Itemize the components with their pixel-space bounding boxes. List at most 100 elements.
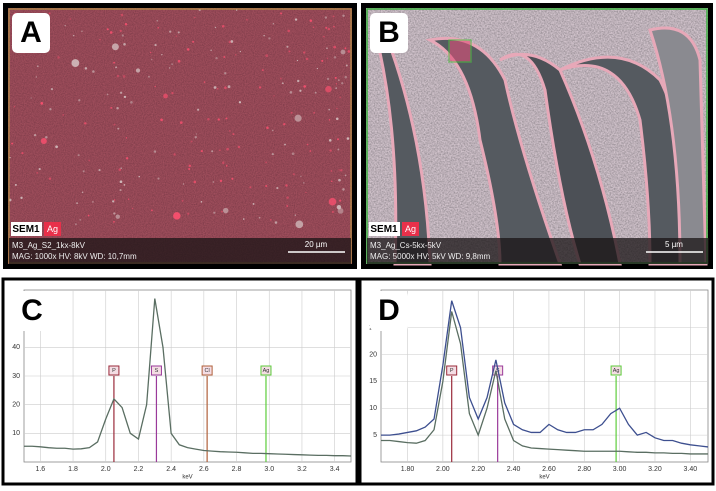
speck [111,43,119,51]
speck [120,167,123,170]
speck [138,175,141,178]
speck [294,114,302,122]
x-tick-label: 2.80 [577,466,591,473]
speck [302,182,305,184]
plot-area [380,289,709,463]
speck [289,91,293,94]
speck [300,175,302,178]
speck [213,211,216,214]
speck [269,218,272,221]
panel-label: A [20,16,42,49]
speck [335,87,338,89]
speck [314,91,317,94]
x-tick-label: 2.20 [471,466,485,473]
speck [329,139,332,142]
speck [175,35,178,38]
speck [88,159,91,162]
speck [30,97,32,99]
speck [77,154,80,157]
speck [76,202,78,205]
speck [224,72,227,75]
speck [177,59,181,63]
speck [342,188,345,191]
speck [200,149,203,153]
speck [326,77,330,81]
speck [179,121,183,125]
speck [336,138,340,141]
speck [195,133,198,135]
speck [82,170,85,173]
speck [122,75,126,78]
speck [182,183,185,185]
speck [153,150,157,153]
panel-b [361,3,713,269]
spectrum-line [381,300,709,448]
speck [14,183,17,186]
speck [160,118,163,122]
speck [207,118,210,121]
element: Ag [405,224,416,234]
speck [150,58,153,61]
speck [75,223,77,225]
speck [335,83,337,85]
speck [297,79,300,83]
speck [333,25,335,28]
marker-label: S [155,368,159,374]
speck [337,207,344,214]
panel-label: B [378,16,400,49]
speck [71,59,80,67]
speck [36,171,39,174]
speck [258,86,262,89]
speck [163,93,168,99]
speck [231,177,234,180]
speck [109,31,113,34]
speck [135,68,141,73]
image-name: M3_Ag_Cs-5kx-5kV [370,241,442,250]
speck [194,136,197,139]
speck [113,199,116,201]
marker-box [260,365,272,376]
spectrum-line [24,298,352,457]
scale-label: 20 µm [305,240,328,249]
speck [117,127,120,130]
panel-label-box [13,291,51,331]
image-name: M3_Ag_S2_1kx-8kV [12,241,86,250]
speck [237,145,241,149]
speck [288,50,291,53]
speck [121,34,124,37]
speck [219,179,223,183]
x-tick-label: 2.4 [166,466,176,473]
speck [149,51,152,54]
speck [9,156,11,159]
speck [168,67,171,69]
speck [325,26,328,29]
x-tick-label: 2.0 [101,466,111,473]
y-tick-label: 15 [369,378,377,385]
speck [238,101,242,104]
speck [337,79,340,81]
detector: SEM1 [12,224,40,235]
speck [198,8,201,12]
panel-a [3,3,357,269]
marker-box [201,365,213,376]
speck [115,214,120,219]
speck [286,45,289,48]
speck [157,177,160,180]
speck [214,26,217,29]
speck [91,200,94,203]
speck [316,67,318,70]
speck [273,95,275,97]
speck [40,137,47,145]
speck [325,85,332,93]
speck [336,204,342,210]
speck [330,180,333,183]
fibers [370,18,708,266]
speck [344,75,347,79]
speck [221,25,225,28]
speck [227,85,231,89]
speck [192,40,195,43]
speck [106,93,109,96]
speck [272,23,275,25]
speck [313,111,316,114]
